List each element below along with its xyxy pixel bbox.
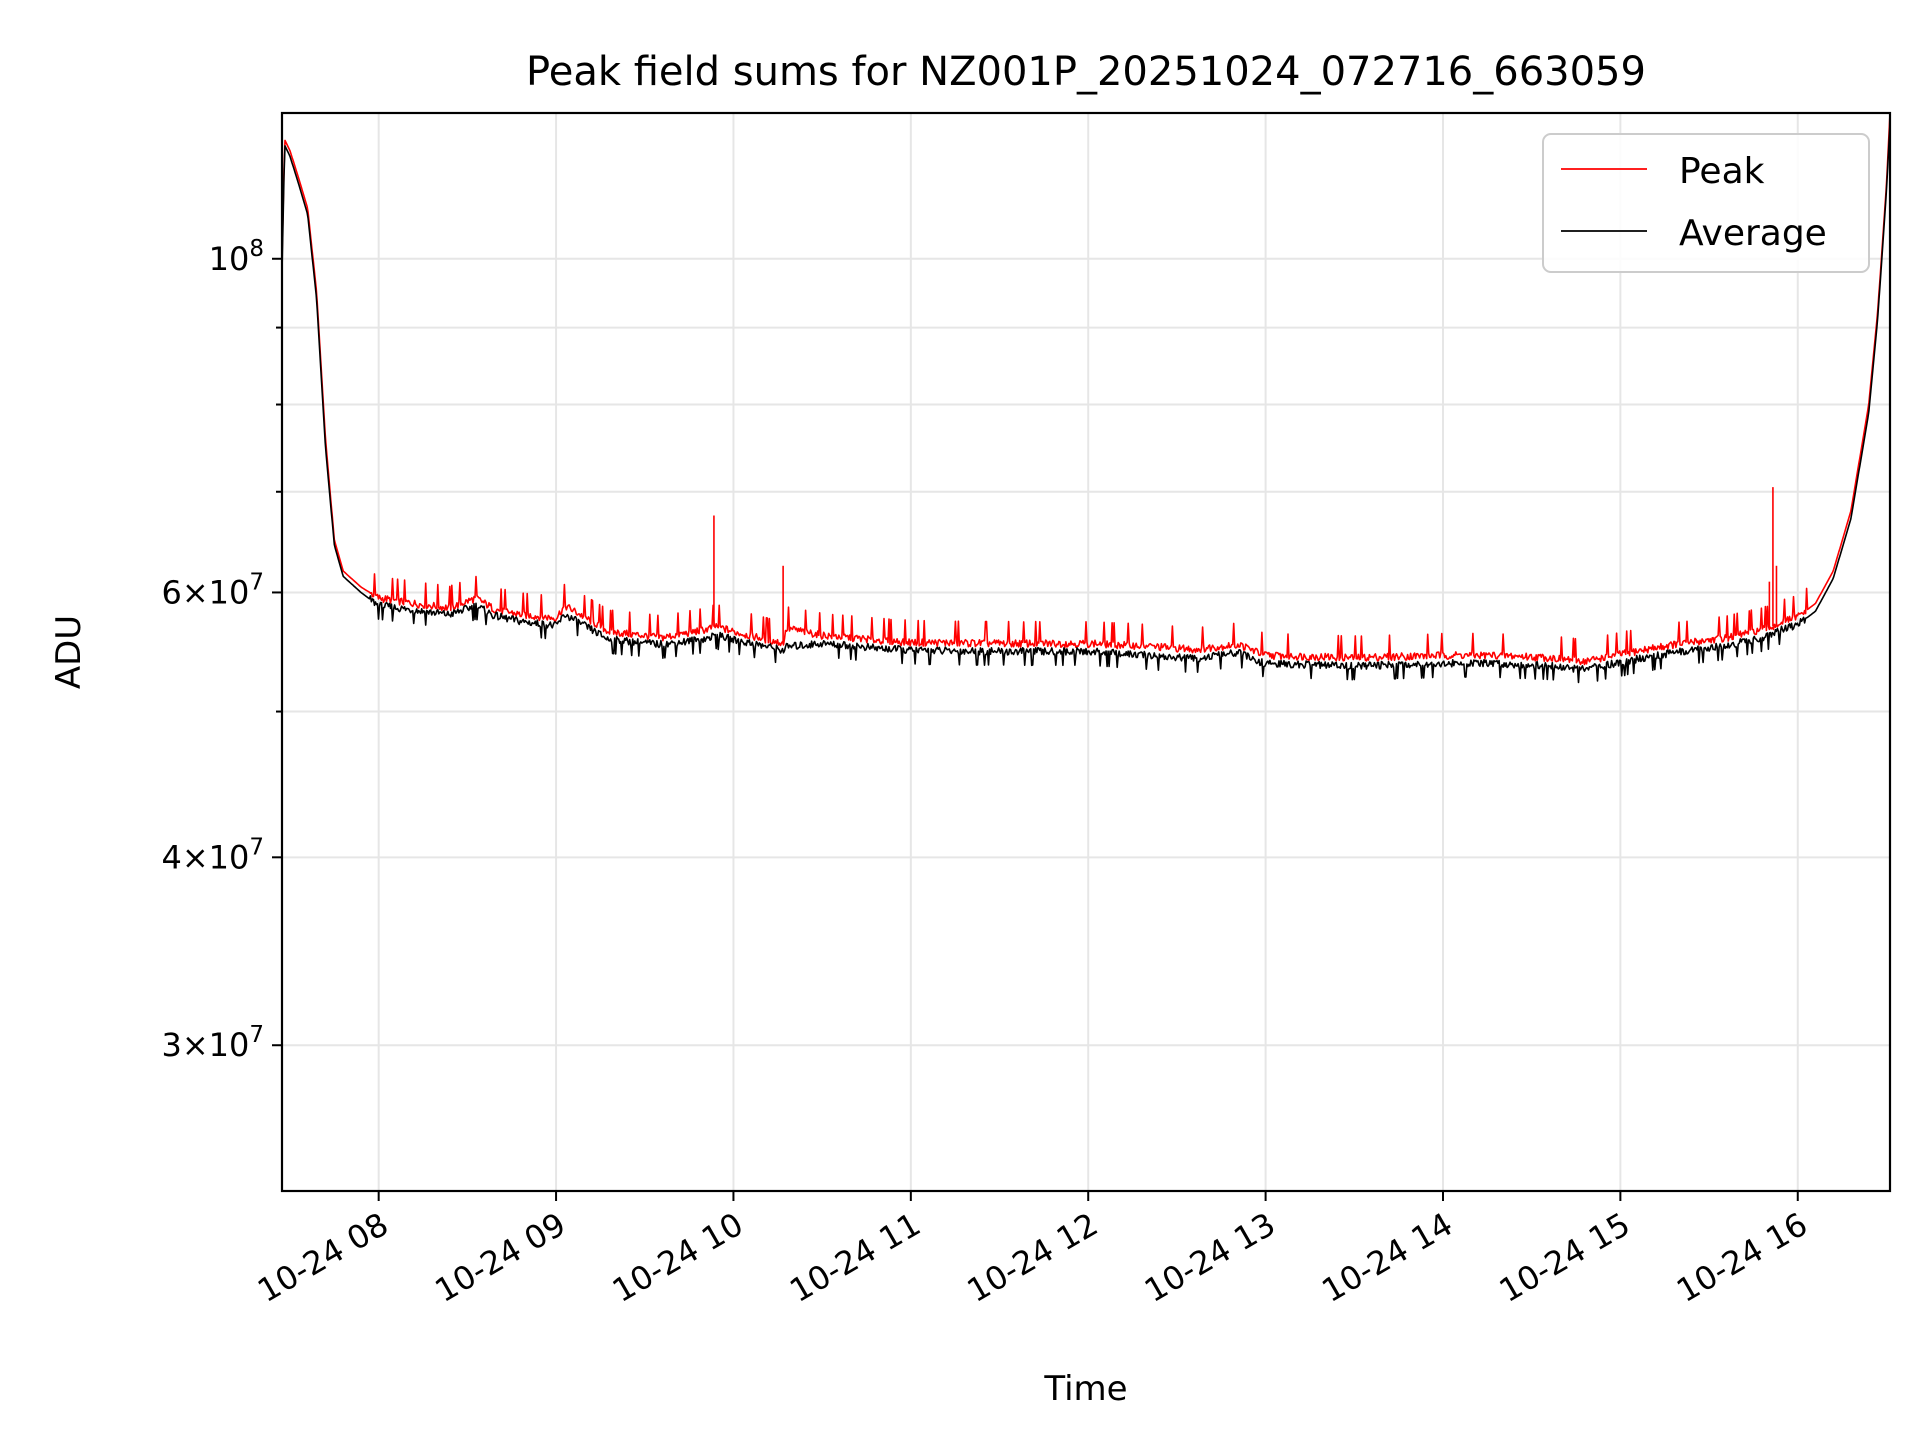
y-tick-label: 4×107 [161,834,264,876]
y-tick-label: 3×107 [161,1022,264,1064]
series-line-peak [281,112,1891,666]
y-tick-mantissa: 4 [161,838,181,876]
y-tick-mantissa: 3 [161,1026,181,1064]
y-axis-label: ADU [49,615,89,689]
legend: Peak Average [1542,133,1870,273]
series-line-average [281,123,1891,684]
y-tick-exponent: 8 [249,236,264,262]
chart-title: Peak field sums for NZ001P_20251024_0727… [526,49,1646,95]
y-tick-mantissa: 6 [161,573,181,611]
y-tick-exponent: 7 [249,834,264,860]
legend-label-peak: Peak [1679,151,1765,192]
plot-frame [280,111,1892,1193]
y-tick-label: 108 [209,236,264,278]
y-tick-exponent: 7 [249,569,264,595]
x-axis-label: Time [1043,1369,1127,1409]
legend-label-average: Average [1679,213,1827,254]
plot-area [281,112,1891,684]
y-tick-exponent: 7 [249,1022,264,1048]
y-tick-label: 6×107 [161,569,264,611]
